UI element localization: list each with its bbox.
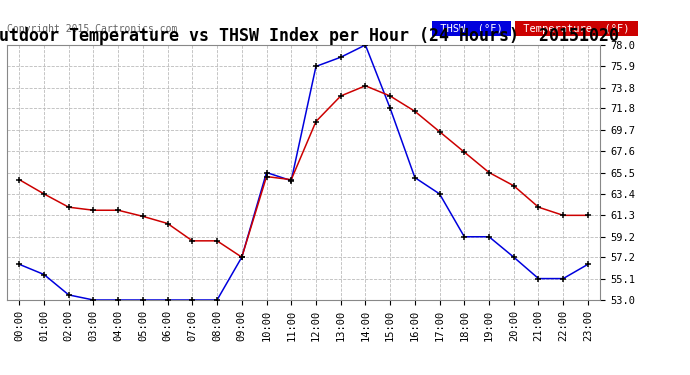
Text: Temperature  (°F): Temperature (°F) [518,24,636,33]
Text: Copyright 2015 Cartronics.com: Copyright 2015 Cartronics.com [7,24,177,33]
Text: THSW  (°F): THSW (°F) [434,24,509,33]
Title: Outdoor Temperature vs THSW Index per Hour (24 Hours)  20151020: Outdoor Temperature vs THSW Index per Ho… [0,27,619,45]
